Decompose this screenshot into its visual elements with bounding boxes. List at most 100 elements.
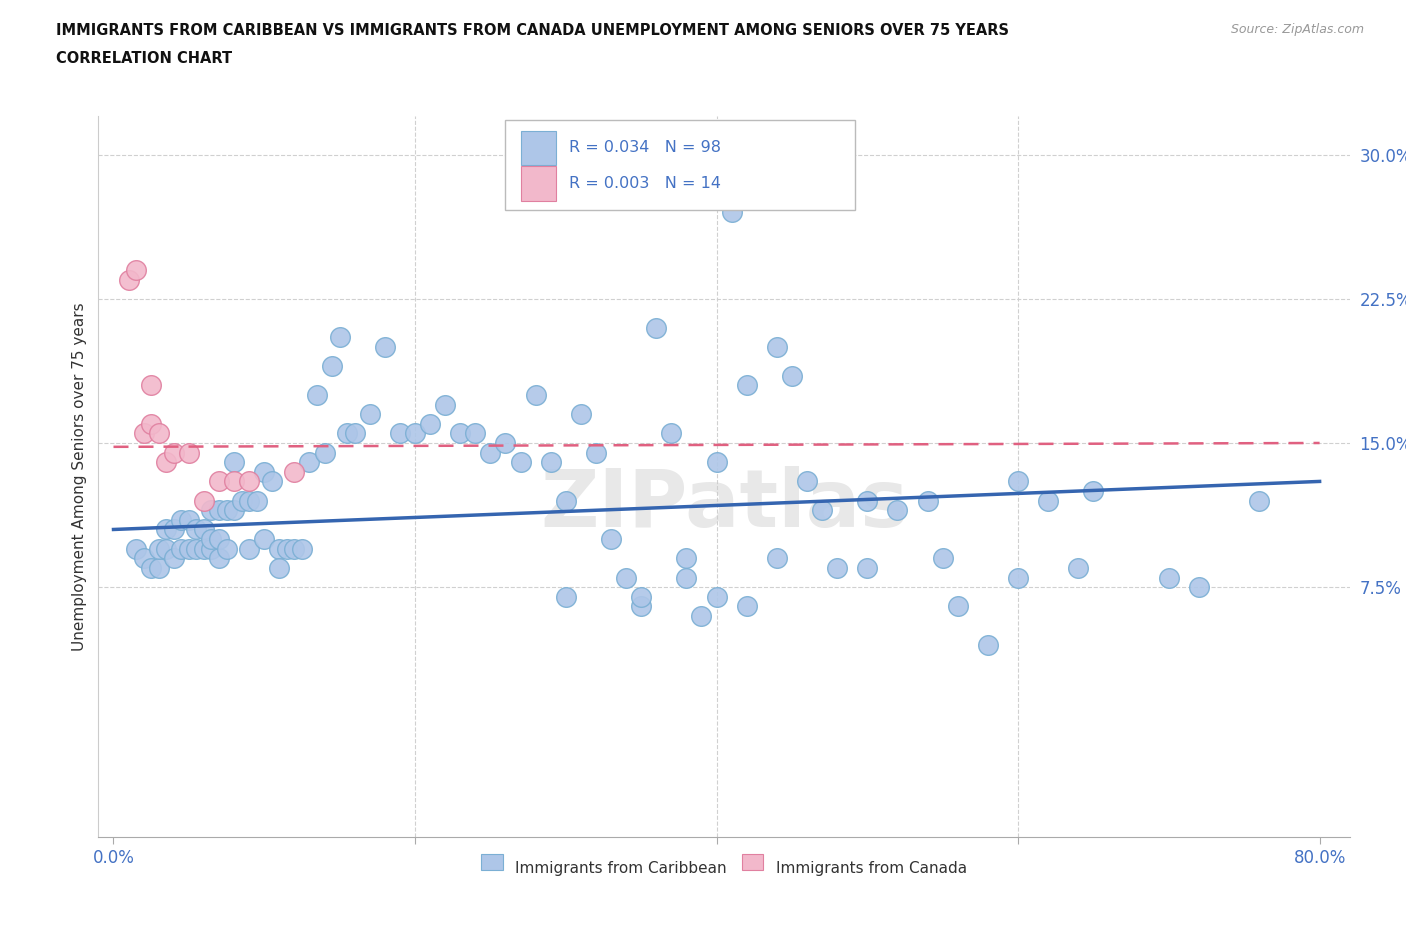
Y-axis label: Unemployment Among Seniors over 75 years: Unemployment Among Seniors over 75 years [72,302,87,651]
Text: R = 0.034   N = 98: R = 0.034 N = 98 [569,140,721,155]
Point [675,551,697,565]
Point [554,493,576,508]
Point [200,532,222,547]
Point [238,474,260,489]
Point [977,637,1000,652]
Text: R = 0.003   N = 14: R = 0.003 N = 14 [569,176,721,191]
Point [645,320,668,335]
Point [1188,579,1211,594]
Point [208,503,231,518]
Point [155,455,177,470]
Point [163,522,186,537]
Point [434,397,457,412]
Point [208,551,231,565]
Point [735,599,758,614]
Point [419,417,441,432]
Point [388,426,411,441]
Bar [522,166,557,201]
Point [796,474,818,489]
Text: ZIPatlas: ZIPatlas [540,467,908,544]
Point [177,541,200,556]
Point [585,445,607,460]
Point [208,532,231,547]
Point [766,551,789,565]
Point [780,368,803,383]
Point [1157,570,1180,585]
Point [193,541,215,556]
Point [200,541,222,556]
Point [208,474,231,489]
Point [125,262,148,277]
Point [931,551,953,565]
Point [706,590,728,604]
Point [856,561,879,576]
Point [374,339,396,354]
Point [224,474,246,489]
Point [148,541,170,556]
Point [269,561,291,576]
Point [1083,484,1105,498]
Point [141,417,163,432]
Point [200,503,222,518]
Text: Source: ZipAtlas.com: Source: ZipAtlas.com [1230,23,1364,36]
Point [177,445,200,460]
Text: IMMIGRANTS FROM CARIBBEAN VS IMMIGRANTS FROM CANADA UNEMPLOYMENT AMONG SENIORS O: IMMIGRANTS FROM CARIBBEAN VS IMMIGRANTS … [56,23,1010,38]
Point [132,426,155,441]
Point [675,570,697,585]
Point [825,561,848,576]
Point [706,455,728,470]
Point [291,541,314,556]
Point [1007,474,1029,489]
Point [917,493,939,508]
Point [193,522,215,537]
Point [314,445,336,460]
Bar [522,131,557,166]
Point [215,503,238,518]
Point [170,512,193,527]
Text: CORRELATION CHART: CORRELATION CHART [56,51,232,66]
Point [509,455,531,470]
Point [569,406,592,421]
Point [298,455,321,470]
Point [141,561,163,576]
Point [253,532,276,547]
Point [269,541,291,556]
Point [283,541,305,556]
Point [1038,493,1060,508]
Point [238,541,260,556]
Point [811,503,834,518]
Point [215,541,238,556]
Point [170,541,193,556]
FancyBboxPatch shape [505,120,855,210]
Point [253,464,276,479]
Point [231,493,253,508]
Point [856,493,879,508]
Point [276,541,298,556]
Point [117,272,139,287]
Point [495,435,517,450]
Point [132,551,155,565]
Point [177,512,200,527]
Point [720,205,742,219]
Point [163,445,186,460]
Point [329,330,352,345]
Point [524,388,547,403]
Point [224,455,246,470]
Point [141,378,163,392]
Point [163,551,186,565]
Point [155,541,177,556]
Point [540,455,562,470]
Point [336,426,359,441]
Point [690,608,713,623]
Point [449,426,471,441]
Point [1249,493,1271,508]
Point [766,339,789,354]
Point [246,493,269,508]
Point [193,493,215,508]
Point [735,378,758,392]
Point [283,464,305,479]
Point [224,503,246,518]
Point [260,474,283,489]
Point [600,532,623,547]
Point [321,359,343,374]
